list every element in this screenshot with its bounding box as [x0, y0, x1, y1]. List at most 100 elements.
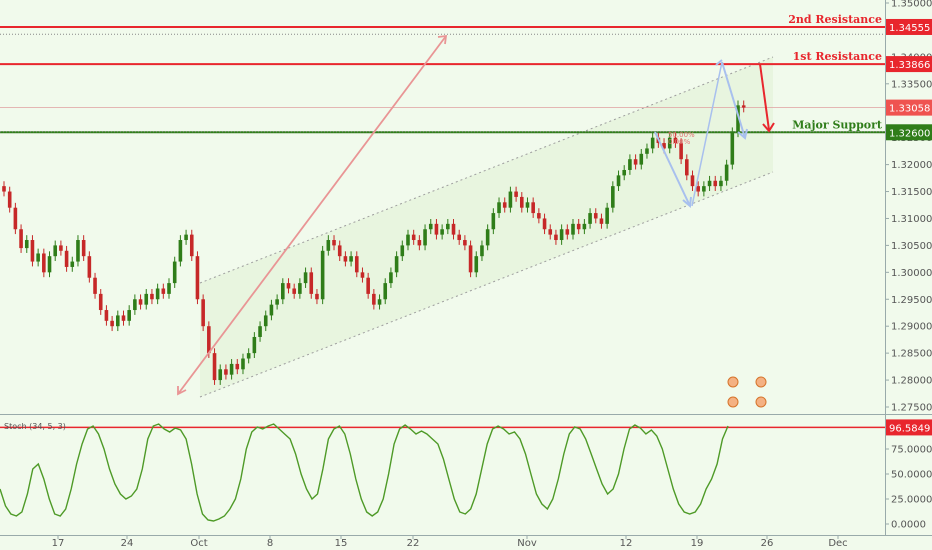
candle-body[interactable] [446, 223, 450, 230]
candle-body[interactable] [542, 218, 547, 230]
candle-body[interactable] [263, 315, 268, 327]
candle-body[interactable] [741, 105, 746, 108]
stoch-line[interactable] [0, 423, 729, 522]
candle-body[interactable] [525, 202, 530, 208]
candle-body[interactable] [354, 256, 359, 273]
candle-body[interactable] [116, 315, 120, 327]
candle-body[interactable] [320, 250, 325, 300]
candle-body[interactable] [298, 283, 302, 294]
candle-body[interactable] [235, 363, 240, 370]
candle-body[interactable] [679, 143, 683, 160]
candle-body[interactable] [47, 256, 52, 273]
candle-body[interactable] [372, 293, 376, 305]
candle-body[interactable] [24, 240, 29, 249]
candle-body[interactable] [64, 250, 69, 267]
candle-body[interactable] [229, 363, 234, 375]
candle-body[interactable] [326, 240, 331, 251]
stochastic-pane[interactable] [0, 423, 885, 522]
candle-body[interactable] [7, 191, 12, 208]
candle-body[interactable] [628, 159, 632, 170]
candle-body[interactable] [736, 105, 740, 133]
economic-event-icon[interactable] [755, 396, 767, 408]
candle-body[interactable] [252, 336, 257, 354]
candle-body[interactable] [150, 293, 154, 300]
candle-body[interactable] [696, 186, 700, 192]
candle-body[interactable] [360, 272, 365, 278]
candle-body[interactable] [36, 253, 40, 262]
candle-body[interactable] [650, 137, 655, 149]
candle-body[interactable] [87, 256, 92, 278]
candle-body[interactable] [281, 283, 285, 300]
candle-body[interactable] [502, 202, 507, 208]
candle-body[interactable] [519, 196, 524, 208]
candle-body[interactable] [389, 272, 393, 284]
price-pane[interactable]: 2nd Resistance 1st Resistance Major Suppor… [0, 0, 885, 414]
candle-body[interactable] [702, 186, 706, 192]
candle-body[interactable] [667, 137, 672, 149]
candle-body[interactable] [571, 223, 575, 235]
candle-body[interactable] [201, 299, 205, 327]
candle-body[interactable] [286, 283, 291, 289]
candle-body[interactable] [30, 240, 35, 262]
candle-body[interactable] [161, 288, 166, 294]
candle-body[interactable] [121, 315, 126, 321]
candle-body[interactable] [605, 207, 609, 224]
candle-body[interactable] [2, 186, 6, 192]
candle-body[interactable] [457, 234, 461, 241]
candle-body[interactable] [474, 256, 479, 273]
candle-body[interactable] [212, 353, 217, 381]
candle-body[interactable] [411, 234, 416, 241]
candle-body[interactable] [19, 229, 23, 249]
candle-body[interactable] [417, 240, 422, 246]
candle-body[interactable] [485, 229, 490, 246]
candle-body[interactable] [343, 256, 348, 262]
candle-body[interactable] [189, 234, 194, 257]
candle-body[interactable] [59, 245, 63, 251]
candle-body[interactable] [178, 240, 183, 262]
candle-body[interactable] [690, 175, 695, 187]
economic-event-icon[interactable] [727, 376, 739, 388]
candle-body[interactable] [707, 180, 712, 187]
candle-body[interactable] [42, 253, 46, 273]
economic-event-icon[interactable] [727, 396, 739, 408]
economic-event-icon[interactable] [755, 376, 767, 388]
candle-body[interactable] [491, 213, 496, 230]
candle-body[interactable] [673, 137, 678, 144]
candle-body[interactable] [13, 207, 18, 230]
candle-body[interactable] [241, 358, 245, 370]
candle-body[interactable] [480, 245, 484, 257]
candle-body[interactable] [53, 245, 58, 257]
candle-body[interactable] [155, 288, 160, 300]
candle-body[interactable] [104, 310, 109, 321]
candle-body[interactable] [93, 277, 97, 294]
candle-body[interactable] [468, 245, 473, 273]
candle-body[interactable] [730, 132, 735, 165]
candle-body[interactable] [309, 272, 314, 294]
candle-body[interactable] [406, 234, 410, 246]
candle-body[interactable] [218, 369, 223, 381]
candle-body[interactable] [207, 326, 211, 354]
candle-body[interactable] [508, 191, 513, 208]
candle-body[interactable] [713, 180, 718, 187]
candle-body[interactable] [172, 261, 177, 284]
candle-body[interactable] [599, 218, 604, 224]
candle-body[interactable] [719, 180, 723, 187]
candle-body[interactable] [565, 229, 570, 235]
candle-body[interactable] [440, 229, 444, 235]
candle-body[interactable] [303, 272, 308, 284]
candle-body[interactable] [138, 299, 143, 305]
candle-body[interactable] [127, 310, 131, 321]
candle-body[interactable] [184, 234, 188, 241]
candle-body[interactable] [593, 213, 598, 219]
candle-body[interactable] [537, 213, 541, 219]
candle-body[interactable] [400, 245, 405, 257]
candle-body[interactable] [559, 229, 564, 241]
candle-body[interactable] [428, 223, 433, 230]
candle-body[interactable] [554, 234, 558, 241]
candle-body[interactable] [434, 223, 439, 235]
candle-body[interactable] [576, 223, 581, 230]
candle-body[interactable] [463, 240, 467, 246]
candle-body[interactable] [662, 143, 666, 149]
candle-body[interactable] [275, 299, 279, 305]
candle-body[interactable] [611, 186, 615, 208]
